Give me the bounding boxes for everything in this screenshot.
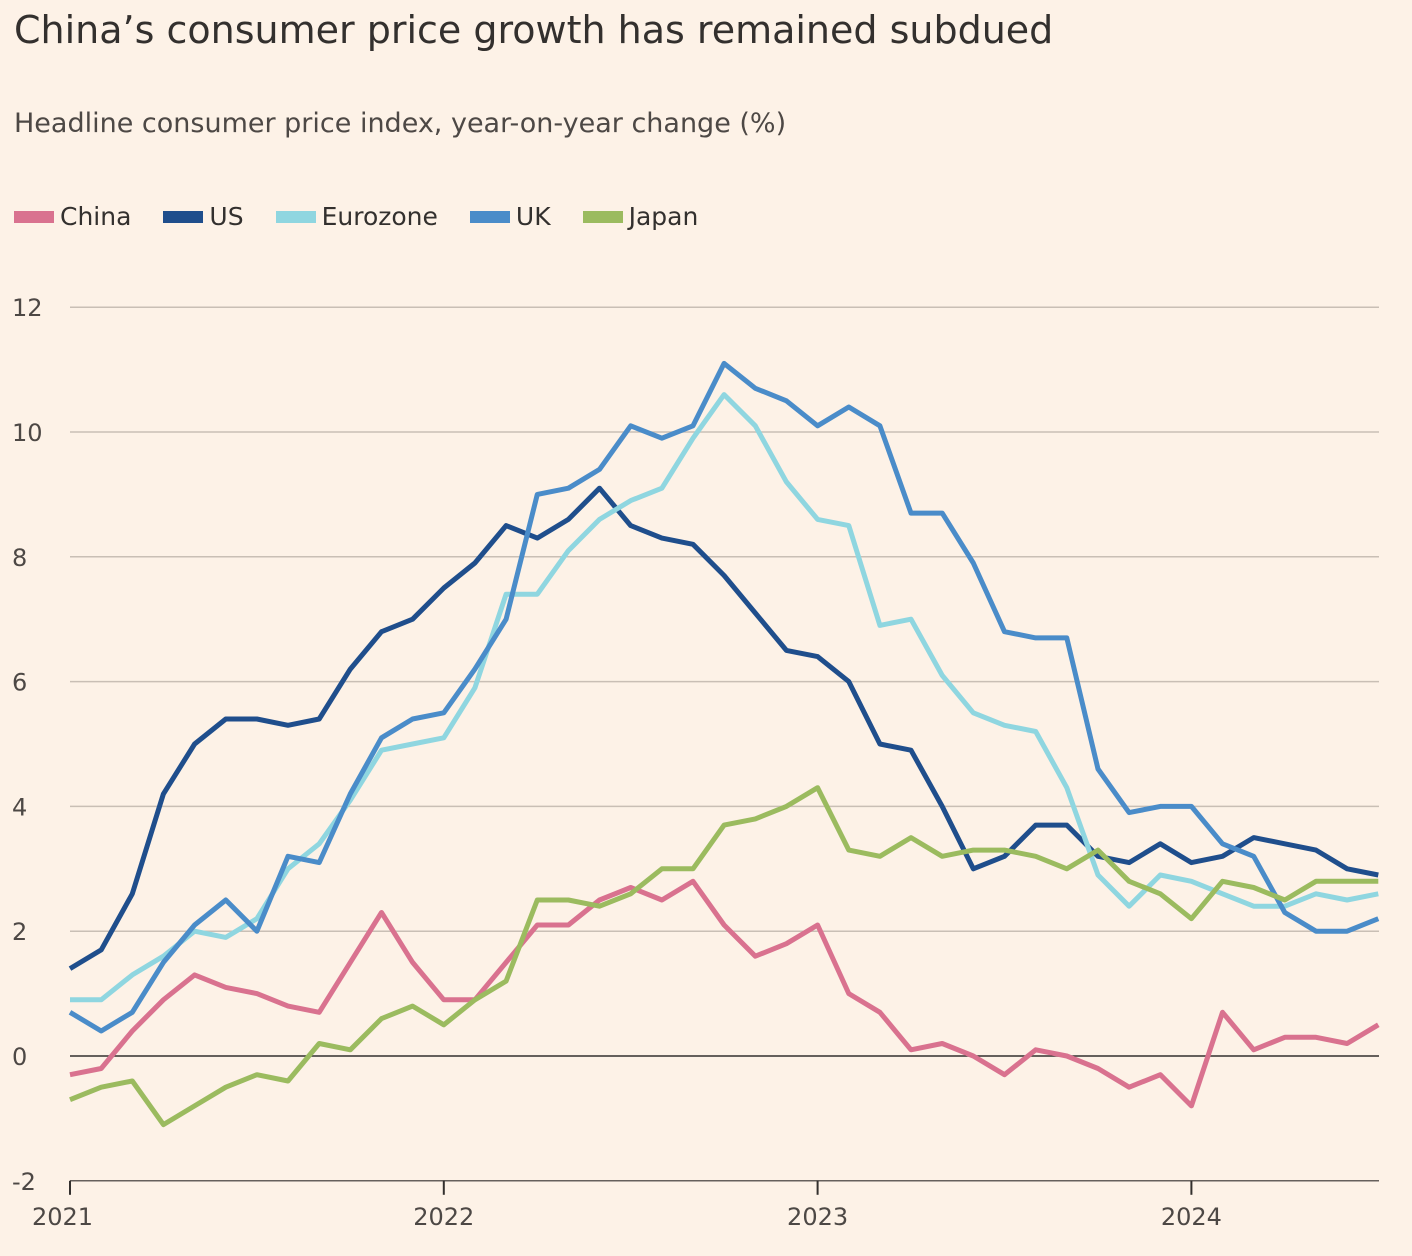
legend-swatch [469, 210, 510, 223]
series-line-uk [68, 360, 1380, 1034]
legend-swatch [14, 210, 54, 223]
y-tick-label: 10 [12, 419, 43, 447]
legend-item-japan: Japan [582, 202, 699, 231]
y-tick-label: 2 [12, 918, 27, 946]
x-tick-label: 2022 [413, 1203, 474, 1231]
legend-swatch [275, 210, 316, 223]
legend-item-eurozone: Eurozone [275, 202, 438, 231]
legend-label: US [209, 202, 244, 231]
series-line-china [69, 878, 1380, 1109]
chart-subtitle: Headline consumer price index, year-on-y… [14, 108, 787, 139]
legend-swatch [582, 210, 623, 223]
y-tick-label: -2 [12, 1168, 36, 1196]
y-tick-label: 12 [12, 294, 43, 322]
legend-item-us: US [163, 202, 244, 231]
chart-title: China’s consumer price growth has remain… [14, 8, 1054, 52]
legend-label: UK [515, 202, 551, 231]
series-line-us [68, 485, 1379, 971]
series-line-japan [69, 785, 1379, 1128]
y-tick-label: 6 [12, 669, 27, 697]
legend-swatch [163, 210, 204, 223]
legend-item-uk: UK [469, 202, 551, 231]
series-line-eurozone [70, 392, 1379, 1003]
x-tick-label: 2021 [32, 1203, 93, 1231]
y-tick-label: 0 [12, 1043, 27, 1071]
y-tick-label: 8 [12, 544, 27, 572]
chart-legend: China US Eurozone UK Japan [14, 202, 730, 231]
legend-label: Eurozone [321, 202, 438, 231]
y-tick-label: 4 [12, 793, 27, 821]
x-tick-label: 2023 [787, 1203, 848, 1231]
legend-item-china: China [14, 202, 131, 231]
legend-label: Japan [628, 202, 699, 231]
legend-label: China [60, 202, 132, 231]
x-tick-label: 2024 [1161, 1203, 1222, 1231]
